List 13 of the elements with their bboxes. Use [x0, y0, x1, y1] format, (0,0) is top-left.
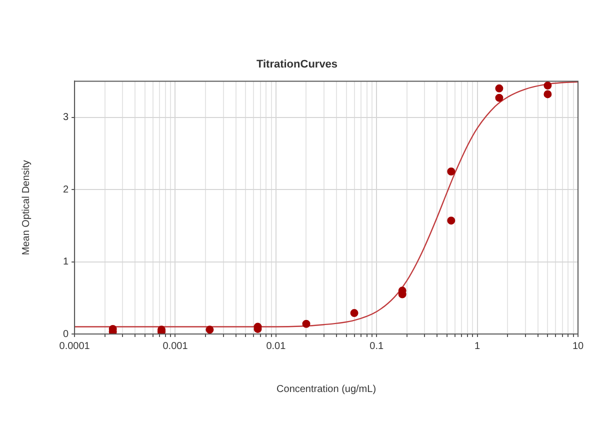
- x-tick-label: 10: [572, 340, 584, 352]
- x-axis-title: Concentration (ug/mL): [276, 384, 376, 395]
- x-tick-label: 0.001: [162, 340, 188, 352]
- x-tick-label: 0.0001: [59, 340, 90, 352]
- y-tick-label: 2: [63, 184, 69, 196]
- y-tick-label: 1: [63, 256, 69, 268]
- x-tick-label: 0.1: [370, 340, 384, 352]
- y-axis-title: Mean Optical Density: [20, 160, 32, 256]
- y-tick-label: 3: [63, 112, 69, 124]
- x-tick-label: 0.01: [266, 340, 286, 352]
- x-tick-label: 1: [474, 340, 481, 352]
- chart-title: TitrationCurves: [256, 58, 338, 71]
- y-tick-label: 0: [63, 328, 69, 340]
